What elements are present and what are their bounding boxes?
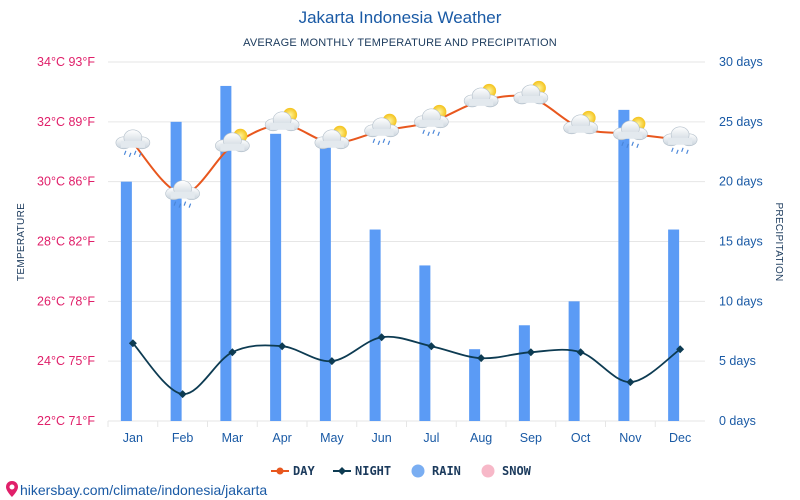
weather-icons [115,80,698,208]
rain-bars [120,85,680,422]
left-tick-label: 22°C 71°F [37,414,95,428]
right-axis-title: PRECIPITATION [773,202,784,281]
x-tick-label: Aug [470,431,492,445]
night-point[interactable] [526,348,535,357]
source-text: hikersbay.com/climate/indonesia/jakarta [20,482,267,498]
rain-bar[interactable] [518,325,530,421]
legend-night-label: NIGHT [355,464,391,478]
left-tick-label: 28°C 82°F [37,235,95,249]
night-point[interactable] [676,345,685,354]
legend-day[interactable]: DAY [271,464,315,478]
right-tick-label: 15 days [719,235,763,249]
right-tick-label: 20 days [719,175,763,189]
night-line [132,335,681,395]
left-axis-ticks: 22°C 71°F 24°C 75°F 26°C 78°F 28°C 82°F 30°C… [37,55,95,428]
x-axis-ticks: Jan Feb Mar Apr May Jun Jul Aug Sep Oct Nov Dec [107,421,691,445]
legend-day-label: DAY [293,464,315,478]
rain-bar[interactable] [469,349,481,421]
night-point[interactable] [427,342,436,351]
legend-rain[interactable]: RAIN [411,464,461,478]
rain-bar[interactable] [568,301,580,421]
rain-bar[interactable] [369,229,381,421]
left-tick-label: 30°C 86°F [37,175,95,189]
legend-rain-label: RAIN [432,464,461,478]
x-tick-label: Sep [520,431,542,445]
night-point[interactable] [278,342,287,351]
rain-bar[interactable] [170,121,182,421]
rain-bar[interactable] [120,181,132,421]
night-point[interactable] [377,333,386,342]
rain-bar[interactable] [270,133,282,422]
sun-cloud-icon [563,110,598,135]
right-tick-label: 25 days [719,115,763,129]
x-tick-label: Feb [172,431,194,445]
legend: DAY NIGHT RAIN SNOW [271,464,532,478]
sun-cloud-icon [314,125,350,150]
rain-bar[interactable] [618,109,630,421]
rain-bar[interactable] [668,229,680,421]
night-point[interactable] [626,378,635,387]
gridlines [108,61,705,422]
rain-bar[interactable] [419,265,431,421]
sun-cloud-rain-icon [364,113,399,146]
night-point[interactable] [128,339,137,348]
legend-night[interactable]: NIGHT [333,464,391,478]
source-link[interactable]: hikersbay.com/climate/indonesia/jakarta [6,481,267,498]
night-point[interactable] [576,348,585,357]
night-point[interactable] [178,390,187,399]
chart-subtitle: AVERAGE MONTHLY TEMPERATURE AND PRECIPIT… [243,37,557,49]
sun-cloud-icon [264,107,300,132]
x-tick-label: Oct [571,431,591,445]
rain-cloud-icon [115,129,151,157]
x-tick-label: Apr [272,431,291,445]
x-tick-label: Dec [669,431,691,445]
chart-title: Jakarta Indonesia Weather [299,8,502,27]
right-tick-label: 5 days [719,354,756,368]
x-tick-label: May [320,431,344,445]
sun-cloud-rain-icon [613,116,648,149]
location-pin-icon [6,481,18,497]
x-tick-label: Mar [222,431,244,445]
right-tick-label: 30 days [719,55,763,69]
day-line [132,94,681,195]
night-point[interactable] [228,348,237,357]
rain-cloud-icon [165,180,200,208]
x-tick-label: Jul [423,431,439,445]
night-point[interactable] [477,354,486,363]
sun-cloud-icon [513,80,549,105]
rain-bar[interactable] [319,145,331,421]
left-tick-label: 26°C 78°F [37,294,95,308]
right-tick-label: 0 days [719,414,756,428]
legend-snow[interactable]: SNOW [481,464,532,478]
left-axis-title: TEMPERATURE [16,203,27,281]
sun-cloud-rain-icon [414,104,449,137]
night-series [128,333,685,399]
x-tick-label: Jun [372,431,392,445]
right-axis-ticks: 0 days 5 days 10 days 15 days 20 days 25 days… [719,55,763,428]
left-tick-label: 24°C 75°F [37,354,95,368]
left-tick-label: 32°C 89°F [37,115,95,129]
x-tick-label: Nov [619,431,642,445]
sun-cloud-icon [215,128,250,153]
x-tick-label: Jan [123,431,143,445]
rain-bar[interactable] [220,85,232,421]
sun-cloud-icon [463,83,499,108]
right-tick-label: 10 days [719,294,763,308]
left-tick-label: 34°C 93°F [37,55,95,69]
night-point[interactable] [327,357,336,366]
legend-snow-label: SNOW [502,464,532,478]
rain-cloud-icon [662,126,698,154]
